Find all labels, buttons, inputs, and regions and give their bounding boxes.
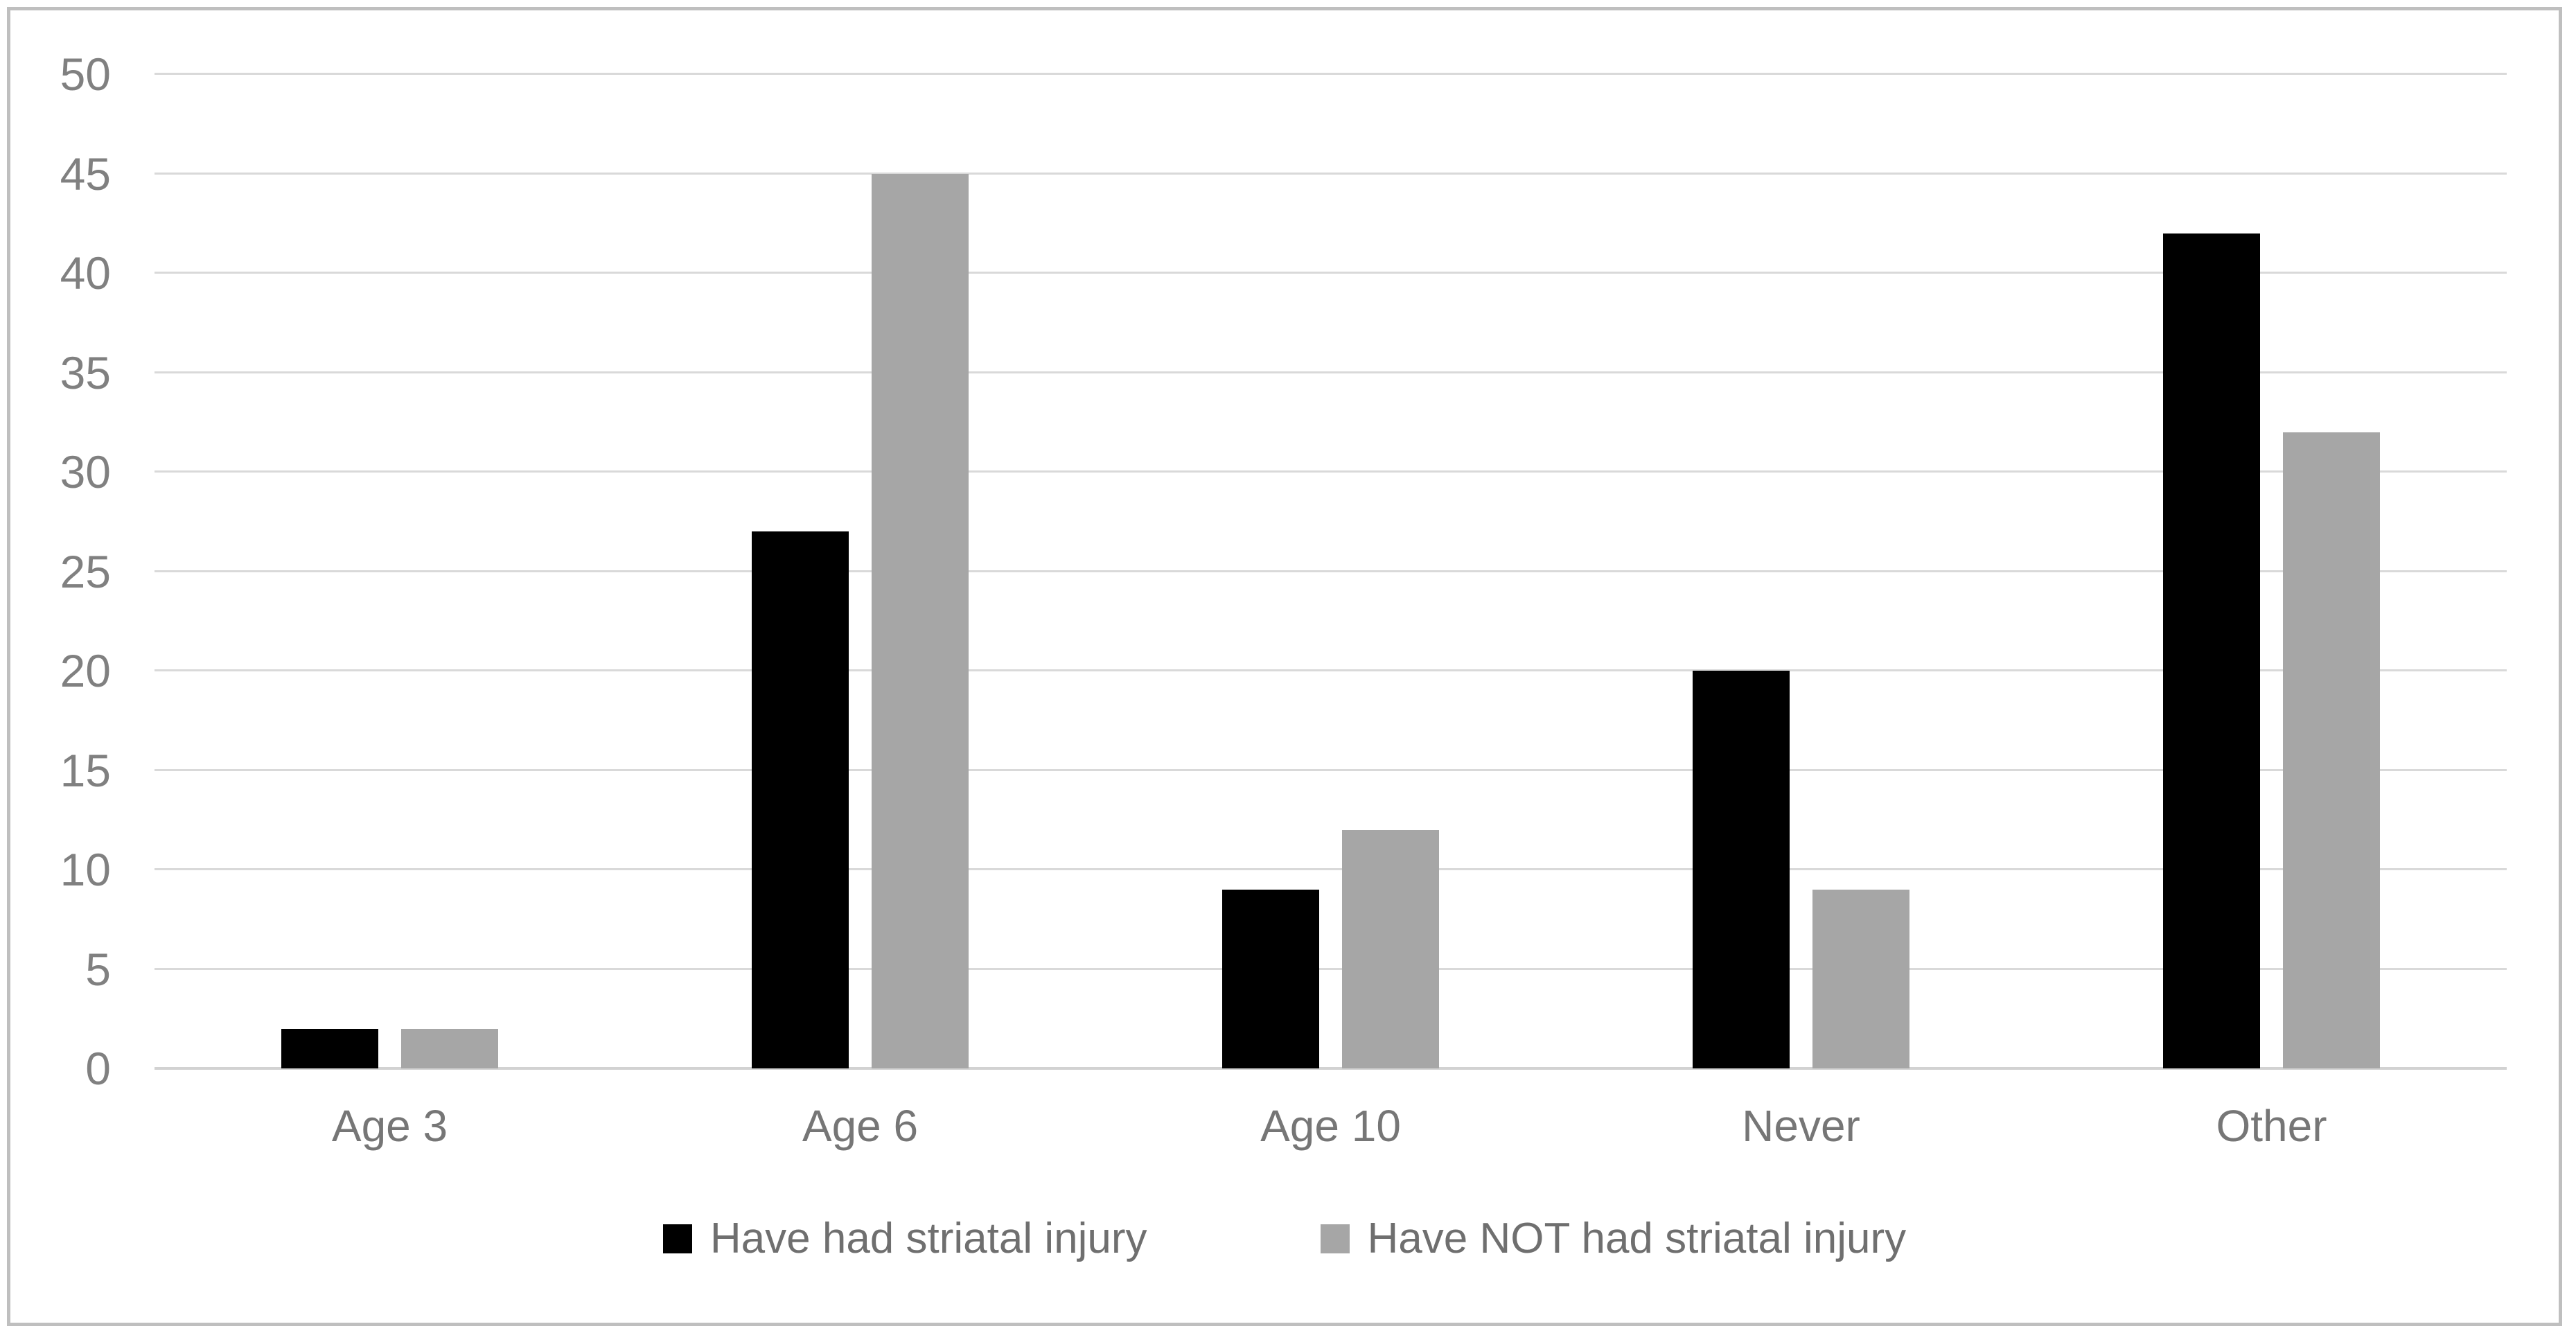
y-tick-label: 50 [60,49,111,100]
plot-area [155,73,2507,1070]
bar-group [1095,74,1566,1068]
gridline [155,868,2507,870]
x-category-label: Age 3 [331,1101,448,1151]
legend-item: Have NOT had striatal injury [1320,1215,1907,1262]
bar-group [625,74,1095,1068]
x-category-label: Never [1742,1101,1860,1151]
gridline [155,570,2507,572]
gridline [155,272,2507,274]
legend-label: Have NOT had striatal injury [1367,1215,1907,1262]
gridline [155,73,2507,75]
x-axis-line [155,1067,2507,1070]
y-tick-label: 35 [60,346,111,398]
x-category-label: Age 10 [1260,1101,1401,1151]
bar-group [155,74,625,1068]
y-tick-label: 40 [60,247,111,299]
y-tick-label: 10 [60,844,111,895]
y-tick-label: 45 [60,148,111,200]
gridline [155,371,2507,373]
bar-series-1 [281,1028,378,1068]
gridline [155,669,2507,671]
y-tick-label: 20 [60,645,111,696]
bar-series-1 [2163,233,2260,1068]
legend-marker-icon [662,1224,692,1253]
bar-series-1 [1693,671,1790,1068]
gridline [155,172,2507,175]
bar-series-2 [2283,432,2380,1068]
y-tick-label: 30 [60,446,111,497]
x-axis-category-labels: Age 3 Age 6 Age 10 Never Other [155,1104,2507,1148]
bar-group [1566,74,2036,1068]
chart-canvas: 50 45 40 35 30 25 20 15 10 5 0 Age 3 Age 6 Age 10 Nev… [7,7,2562,1326]
x-category-label: Other [2216,1101,2327,1151]
bar-series-1 [1222,889,1319,1068]
y-tick-label: 15 [60,744,111,796]
x-category-label: Age 6 [802,1101,919,1151]
bar-series-2 [1342,829,1439,1068]
gridline [155,768,2507,771]
y-tick-label: 0 [85,1043,111,1094]
bar-series-2 [872,173,969,1068]
bar-series-1 [752,531,849,1068]
legend-item: Have had striatal injury [662,1215,1147,1262]
bar-series-2 [401,1028,498,1068]
gridline [155,967,2507,970]
y-axis-tick-labels: 50 45 40 35 30 25 20 15 10 5 0 [10,51,111,1091]
bar-group [2036,74,2507,1068]
legend-label: Have had striatal injury [709,1215,1147,1262]
y-tick-label: 25 [60,545,111,597]
legend: Have had striatal injury Have NOT had str… [10,1217,2559,1260]
y-tick-label: 5 [85,943,111,995]
bar-series-2 [1812,889,1909,1068]
bar-groups [155,74,2507,1068]
legend-marker-icon [1320,1224,1350,1253]
gridline [155,470,2507,473]
